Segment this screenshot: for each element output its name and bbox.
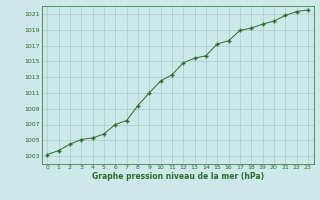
X-axis label: Graphe pression niveau de la mer (hPa): Graphe pression niveau de la mer (hPa) bbox=[92, 172, 264, 181]
